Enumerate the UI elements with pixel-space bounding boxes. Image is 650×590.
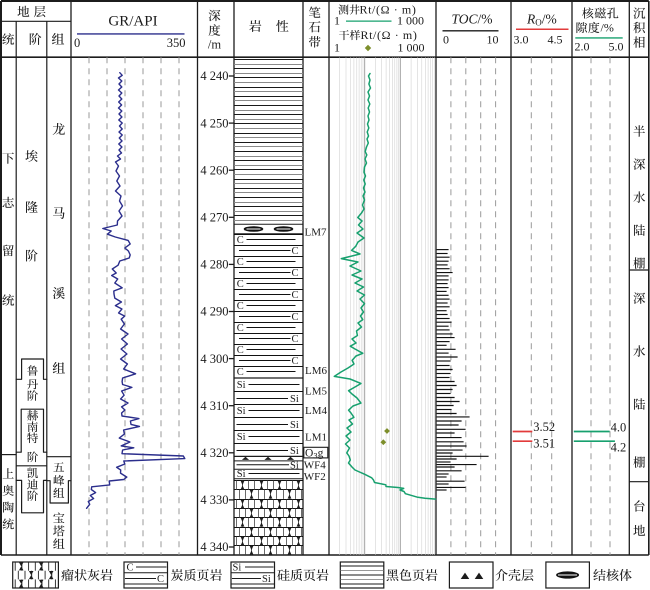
svg-text:C: C: [292, 246, 299, 257]
svg-text:C: C: [237, 323, 244, 334]
svg-text:WF4: WF4: [304, 460, 327, 472]
svg-text:LM6: LM6: [305, 365, 328, 377]
svg-text:Si: Si: [290, 420, 299, 431]
svg-text:C: C: [292, 312, 299, 323]
svg-text:1 000: 1 000: [398, 41, 425, 55]
svg-text:4 300: 4 300: [200, 352, 228, 366]
svg-text:C: C: [237, 279, 244, 290]
svg-text:0: 0: [74, 36, 80, 50]
svg-text:C: C: [157, 574, 164, 585]
svg-text:LM7: LM7: [305, 227, 328, 239]
svg-text:LM5: LM5: [305, 386, 328, 398]
svg-text:C: C: [292, 356, 299, 367]
svg-text:Si: Si: [237, 469, 246, 480]
svg-text:Si: Si: [290, 460, 299, 471]
svg-text:Si: Si: [233, 562, 242, 573]
svg-text:LM1: LM1: [305, 432, 327, 444]
svg-text:O3g: O3g: [305, 447, 324, 460]
svg-text:4 290: 4 290: [200, 305, 228, 319]
svg-text:TOC/%: TOC/%: [451, 12, 492, 27]
svg-text:3.52: 3.52: [533, 420, 555, 434]
svg-text:/m: /m: [208, 37, 221, 51]
svg-text:C: C: [292, 334, 299, 345]
svg-text:/%: /%: [601, 21, 614, 35]
svg-text:4 330: 4 330: [200, 493, 228, 507]
svg-text:Rt/(Ω · m): Rt/(Ω · m): [360, 3, 417, 17]
svg-text:WF2: WF2: [304, 471, 326, 483]
svg-text:1: 1: [334, 14, 340, 28]
svg-text:0: 0: [443, 33, 449, 47]
svg-text:Rt/(Ω · m): Rt/(Ω · m): [361, 28, 418, 42]
svg-text:4.5: 4.5: [548, 33, 563, 47]
svg-text:4 310: 4 310: [200, 399, 228, 413]
svg-text:1: 1: [334, 41, 340, 55]
svg-text:C: C: [127, 562, 134, 573]
svg-text:C: C: [292, 290, 299, 301]
svg-text:C: C: [237, 257, 244, 268]
svg-text:Si: Si: [290, 446, 299, 457]
svg-text:1 000: 1 000: [397, 14, 424, 28]
svg-text:5.0: 5.0: [609, 40, 624, 54]
svg-text:4.0: 4.0: [611, 420, 627, 434]
svg-text:Si: Si: [237, 406, 246, 417]
svg-text:4 240: 4 240: [200, 69, 228, 83]
svg-text:350: 350: [167, 36, 186, 50]
svg-text:C: C: [237, 367, 244, 378]
svg-text:4 270: 4 270: [200, 211, 228, 225]
svg-text:Si: Si: [237, 432, 246, 443]
svg-text:C: C: [237, 345, 244, 356]
svg-text:C: C: [237, 235, 244, 246]
svg-text:C: C: [237, 301, 244, 312]
svg-text:C: C: [292, 268, 299, 279]
svg-text:4.2: 4.2: [611, 440, 627, 454]
svg-text:2.0: 2.0: [575, 40, 590, 54]
svg-text:3.0: 3.0: [514, 33, 529, 47]
svg-text:4 260: 4 260: [200, 163, 228, 177]
svg-text:Si: Si: [237, 380, 246, 391]
svg-text:4 280: 4 280: [200, 258, 228, 272]
svg-text:Si: Si: [290, 394, 299, 405]
svg-text:10: 10: [487, 33, 499, 47]
svg-text:Si: Si: [262, 574, 271, 585]
svg-text:3.51: 3.51: [533, 437, 555, 451]
svg-text:LM4: LM4: [305, 405, 328, 417]
svg-text:4 320: 4 320: [200, 446, 228, 460]
svg-text:4 340: 4 340: [200, 540, 228, 554]
svg-text:4 250: 4 250: [200, 116, 228, 130]
svg-text:RO/%: RO/%: [526, 12, 557, 28]
svg-text:GR/API: GR/API: [108, 14, 157, 30]
